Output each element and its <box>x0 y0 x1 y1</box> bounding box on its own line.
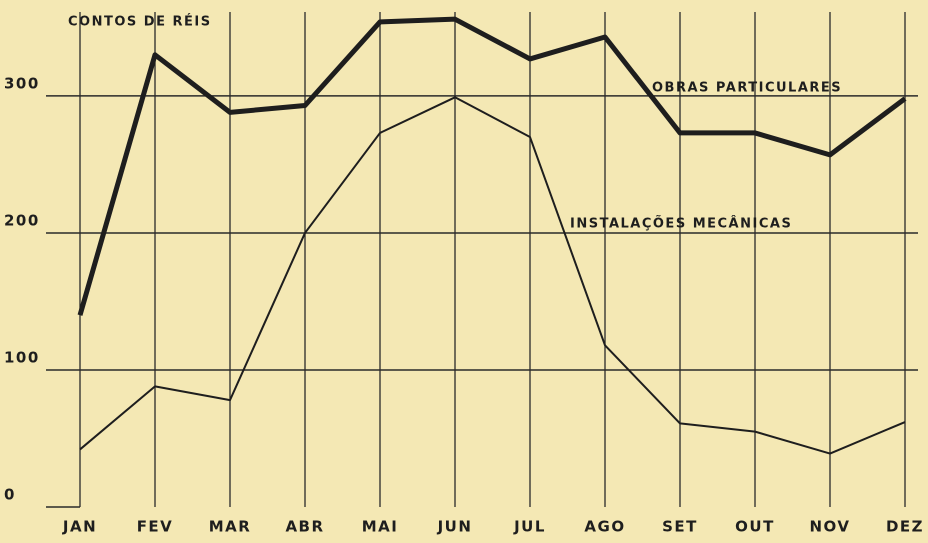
x-tick-label: SET <box>662 518 698 536</box>
series-label: OBRAS PARTICULARES <box>652 81 842 96</box>
x-tick-label: ABR <box>285 518 324 536</box>
series-label: INSTALAÇÕES MECÂNICAS <box>570 216 792 232</box>
series-line <box>77 16 907 316</box>
x-tick-label: FEV <box>137 518 174 536</box>
x-tick-label: OUT <box>735 518 775 536</box>
x-tick-label: NOV <box>809 518 850 536</box>
series-line <box>79 96 906 455</box>
x-tick-label: MAI <box>362 518 399 536</box>
x-tick-label: MAR <box>209 518 252 536</box>
y-tick-label: 300 <box>4 74 40 92</box>
y-axis-label: CONTOS DE RÉIS <box>68 14 212 30</box>
y-tick-label: 0 <box>4 486 16 504</box>
x-tick-label: JUN <box>437 518 473 536</box>
x-tick-label: JAN <box>62 518 97 536</box>
x-tick-label: DEZ <box>886 518 924 536</box>
y-tick-label: 100 <box>4 348 40 366</box>
y-tick-label: 200 <box>4 211 40 229</box>
x-tick-label: JUL <box>513 518 546 536</box>
x-tick-label: AGO <box>584 518 625 536</box>
